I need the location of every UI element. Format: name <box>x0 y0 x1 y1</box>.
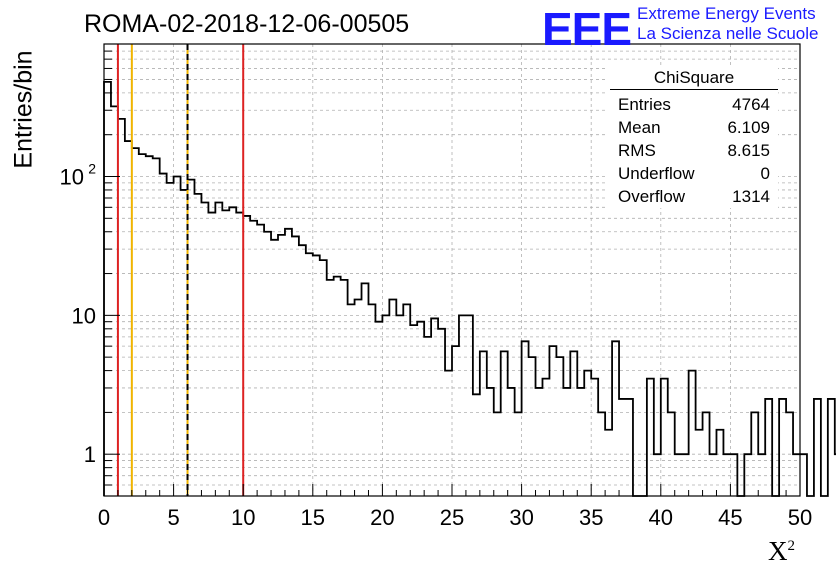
x-tick-label: 40 <box>649 505 673 530</box>
stats-title: ChiSquare <box>610 66 778 90</box>
logo-text-line2: La Scienza nelle Scuole <box>637 24 819 43</box>
y-axis-label: Entries/bin <box>9 50 38 169</box>
stats-row-overflow: Overflow 1314 <box>618 187 770 206</box>
stats-row-underflow: Underflow 0 <box>618 164 770 183</box>
y-tick-label-exponent: 2 <box>88 160 96 176</box>
y-tick-label: 10 <box>72 303 96 328</box>
x-tick-label: 5 <box>167 505 179 530</box>
x-tick-label: 0 <box>98 505 110 530</box>
x-tick-label: 25 <box>440 505 464 530</box>
x-tick-label: 35 <box>579 505 603 530</box>
x-tick-label: 45 <box>718 505 742 530</box>
grid-lines <box>103 43 801 497</box>
histogram <box>103 81 836 497</box>
x-tick-label: 15 <box>301 505 325 530</box>
chart-title: ROMA-02-2018-12-06-00505 <box>84 10 410 38</box>
y-tick-label: 1 <box>84 442 96 467</box>
logo-text-line1: Extreme Energy Events <box>637 4 816 23</box>
histogram-outline <box>103 81 836 497</box>
stats-box: ChiSquare Entries 4764 Mean 6.109 RMS 8.615… <box>608 66 778 208</box>
stats-row-mean: Mean 6.109 <box>618 118 770 137</box>
stats-row-rms: RMS 8.615 <box>618 141 770 160</box>
reference-lines <box>116 44 245 496</box>
x-tick-label: 20 <box>370 505 394 530</box>
y-tick-label: 10 <box>60 164 84 189</box>
x-tick-label: 30 <box>509 505 533 530</box>
x-axis-label: X2 <box>768 536 795 566</box>
x-tick-label: 50 <box>788 505 812 530</box>
eee-logo: EEE <box>542 3 632 55</box>
stats-row-entries: Entries 4764 <box>618 95 770 114</box>
x-tick-label: 10 <box>231 505 255 530</box>
